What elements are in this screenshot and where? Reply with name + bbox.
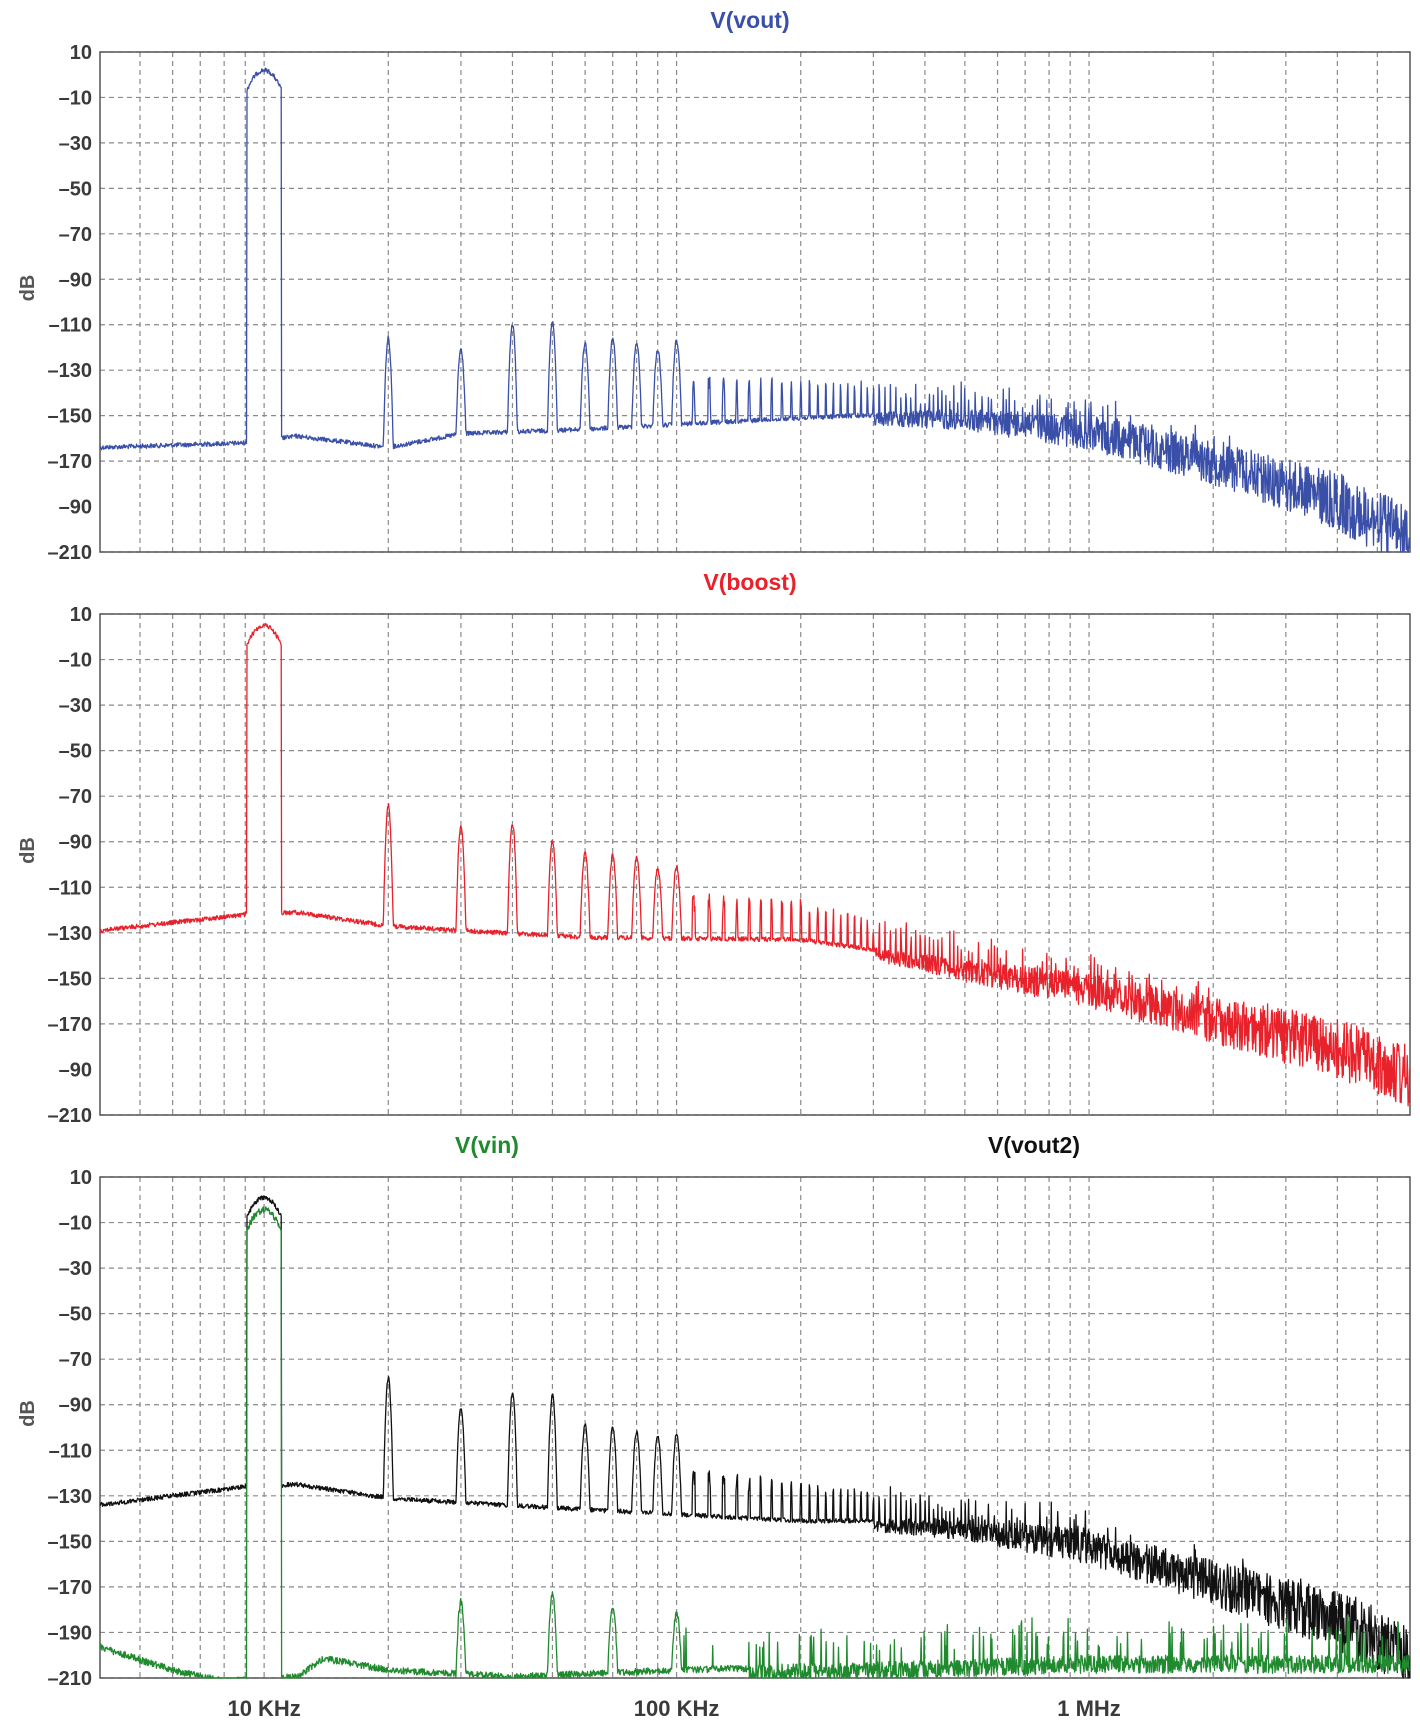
panel-title: V(vout) [710, 7, 789, 33]
panel-vout: 10 –10 –30 –50 –70 –90 –110 –130 –150 –170 –90 –210… [17, 7, 1411, 564]
y-tick-label: –10 [59, 1213, 92, 1235]
plot-area [100, 1177, 1410, 1678]
y-tick-label: –130 [48, 923, 93, 945]
series-line-vvin [99, 1206, 1410, 1679]
series-line-vvout2 [99, 1195, 1411, 1679]
y-tick-label: –130 [48, 1486, 93, 1508]
panel-title: V(vin) [455, 1132, 519, 1158]
x-tick-label: 10 KHz [227, 1696, 300, 1721]
y-tick-label: –190 [48, 1622, 93, 1644]
y-tick-label: 10 [70, 604, 92, 626]
y-tick-label: –90 [59, 497, 92, 519]
y-tick-label: –110 [49, 1440, 92, 1462]
panel-title: V(vout2) [988, 1132, 1080, 1158]
y-tick-label: –30 [59, 695, 92, 717]
y-tick-label: –210 [48, 542, 93, 564]
series-line-vboost [99, 622, 1411, 1107]
y-tick-labels: 10 –10 –30 –50 –70 –90 –110 –130 –150 –170 –90 –210 [48, 604, 93, 1127]
y-tick-label: –10 [59, 650, 92, 672]
series-line-vvout [99, 67, 1411, 553]
y-axis-label: dB [17, 1400, 39, 1427]
y-tick-label: –150 [48, 1531, 93, 1553]
y-axis-label: dB [17, 275, 39, 302]
y-tick-labels: 10 –10 –30 –50 –70 –90 –110 –130 –150 –170 –190 –21… [48, 1167, 93, 1690]
y-tick-label: –170 [48, 1014, 93, 1036]
y-tick-label: –210 [48, 1668, 93, 1690]
y-tick-label: –90 [59, 269, 92, 291]
y-axis-label: dB [17, 837, 39, 864]
y-tick-label: –170 [48, 1577, 93, 1599]
y-tick-label: –110 [49, 877, 92, 899]
panel-vin-vout2: 10 –10 –30 –50 –70 –90 –110 –130 –150 –170 –190 –21… [17, 1132, 1411, 1690]
plot-area [100, 52, 1410, 552]
vertical-gridlines [139, 614, 1378, 1115]
x-tick-label: 1 MHz [1057, 1696, 1121, 1721]
y-tick-label: –150 [48, 406, 93, 428]
vertical-gridlines [139, 52, 1378, 552]
y-tick-label: –90 [59, 1059, 92, 1081]
panel-boost: 10 –10 –30 –50 –70 –90 –110 –130 –150 –170 –90 –210… [17, 569, 1411, 1127]
y-tick-label: –130 [48, 360, 93, 382]
y-tick-label: 10 [70, 42, 92, 64]
y-tick-label: –50 [59, 178, 92, 200]
y-tick-label: –30 [59, 1258, 92, 1280]
x-tick-label: 100 KHz [634, 1696, 720, 1721]
y-tick-labels: 10 –10 –30 –50 –70 –90 –110 –130 –150 –170 –90 –210 [48, 42, 93, 564]
plot-area [100, 614, 1410, 1115]
y-tick-label: –170 [48, 451, 93, 473]
y-tick-label: –90 [59, 1395, 92, 1417]
plot-frame [99, 51, 1411, 553]
y-tick-label: –50 [59, 1304, 92, 1326]
vertical-gridlines [139, 1177, 1378, 1678]
y-tick-label: –70 [59, 786, 92, 808]
y-tick-label: –70 [59, 1349, 92, 1371]
y-tick-label: 10 [70, 1167, 92, 1189]
y-tick-label: –90 [59, 832, 92, 854]
y-tick-label: –30 [59, 133, 92, 155]
panel-title: V(boost) [703, 569, 796, 595]
y-tick-label: –110 [49, 315, 92, 337]
y-tick-label: –150 [48, 968, 93, 990]
y-tick-label: –70 [59, 224, 92, 246]
y-tick-label: –50 [59, 741, 92, 763]
y-tick-label: –210 [48, 1105, 93, 1127]
y-tick-label: –10 [59, 87, 92, 109]
plot-frame [99, 613, 1411, 1116]
x-axis: 10 KHz 100 KHz 1 MHz [227, 1696, 1120, 1721]
